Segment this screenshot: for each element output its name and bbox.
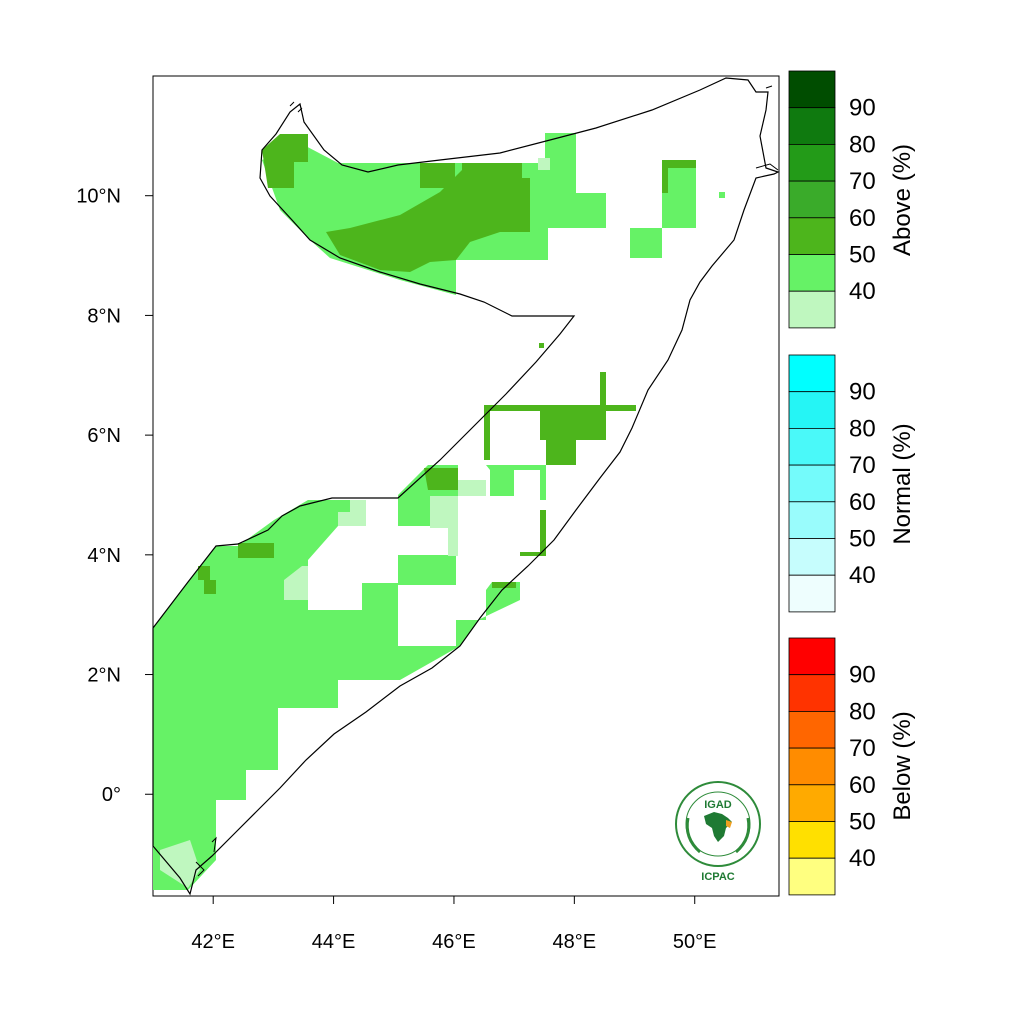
south-above-40-light-c [458,480,486,496]
coast-detail-north [289,85,779,171]
legend-below-label: 80 [849,698,876,725]
north-region-above-50-east [420,163,455,188]
latitude-tick-label: 10°N [76,186,121,208]
logo-laurel-icon [685,817,751,854]
legend-normal-label: 60 [849,489,876,516]
legend-above-label: 70 [849,168,876,195]
south-above-50-west-a [238,543,274,558]
legend-above-title: Above (%) [889,144,916,256]
void-south-4 [514,470,540,510]
logo-name: IGAD [704,799,732,811]
legend-normal: Normal (%) 90 80 70 60 50 40 [788,354,916,613]
legend-below-title: Below (%) [889,711,916,820]
longitude-axis: 42°E 44°E 46°E 48°E 50°E [191,896,717,953]
south-above-50-east-stripe [492,582,516,588]
latitude-tick-label: 6°N [87,425,121,447]
logo-org: ICPAC [701,871,734,883]
legend-normal-label: 40 [849,562,876,589]
legend-above-label: 50 [849,242,876,269]
north-region-above-50-west [262,134,308,188]
islet-central [539,343,544,348]
north-region-above-40-small [538,158,550,170]
south-above-50-east [484,405,636,465]
legend-normal-label: 70 [849,452,876,479]
legend-below-swatch [788,821,836,859]
void-south-1 [398,590,456,642]
islet-ne [719,192,725,198]
legend-above: Above (%) 90 80 70 60 50 40 [788,70,916,329]
legend-above-swatch [788,143,836,182]
legend-above-label: 90 [849,95,876,122]
north-region-above-50-ne [662,160,696,193]
void-south-3 [492,411,540,463]
legend-below-swatch [788,747,836,786]
legend-below-label: 90 [849,662,876,689]
legend-above-label: 40 [849,278,876,305]
map-panel [152,75,780,897]
legend-below-swatch [788,784,836,822]
legend-below-swatch [788,711,836,749]
legend-normal-label: 50 [849,526,876,553]
south-above-40-light-e [160,840,200,888]
legend-normal-swatch [788,464,836,503]
legend-above-swatch [788,254,836,292]
legend-below-label: 40 [849,845,876,872]
longitude-tick-label: 48°E [553,931,597,953]
latitude-axis: 10°N 8°N 6°N 4°N 2°N 0° [76,186,153,806]
legend-normal-label: 90 [849,379,876,406]
south-above-40-light-f [448,528,458,556]
legend-below-label: 60 [849,772,876,799]
void-north-1 [606,140,662,225]
legend-normal-swatch [788,538,836,576]
legend-below-swatch [788,857,836,896]
legend-normal-label: 80 [849,415,876,442]
legend-normal-swatch [788,391,836,429]
latitude-tick-label: 8°N [87,305,121,327]
south-central-above-40c [398,555,456,585]
longitude-tick-label: 46°E [432,931,476,953]
legend-above-swatch [788,180,836,219]
north-region-above-50-central [326,163,530,272]
south-region-above-40 [153,500,520,890]
latitude-tick-label: 0° [102,784,121,806]
longitude-tick-label: 44°E [312,931,356,953]
legend-below-label: 70 [849,735,876,762]
above-normal-shading [153,133,696,890]
legend-above-swatch [788,217,836,255]
legend-normal-swatch [788,427,836,466]
longitude-tick-label: 42°E [191,931,235,953]
igad-logo: IGAD ICPAC [675,781,761,883]
legend-normal-swatch [788,354,836,393]
legend-normal-swatch [788,501,836,539]
coast-detail-south [195,836,217,877]
latitude-tick-label: 4°N [87,545,121,567]
country-boundary [152,77,780,896]
legend-below: Below (%) 90 80 70 60 50 40 [788,637,916,896]
south-above-50-spike [600,372,606,405]
void-south-2 [458,496,514,582]
horn-of-africa-highlight-icon [726,820,732,828]
legend-above-label: 80 [849,131,876,158]
south-above-40-light-d [430,496,458,528]
legend-below-swatch [788,637,836,676]
longitude-tick-label: 50°E [673,931,717,953]
south-above-50-west-b [198,566,216,594]
latitude-tick-label: 2°N [87,665,121,687]
south-above-40-light-b [284,566,308,600]
no-signal-areas [398,140,662,642]
legend-above-swatch [788,290,836,329]
legend-above-label: 60 [849,205,876,232]
legend-normal-title: Normal (%) [889,423,916,544]
legend-normal-swatch [788,574,836,613]
legend-above-swatch [788,107,836,145]
africa-map-icon [704,812,732,842]
south-above-40-light-a [338,500,366,526]
legend-below-label: 50 [849,809,876,836]
legend-below-swatch [788,674,836,712]
legend-above-swatch [788,70,836,109]
